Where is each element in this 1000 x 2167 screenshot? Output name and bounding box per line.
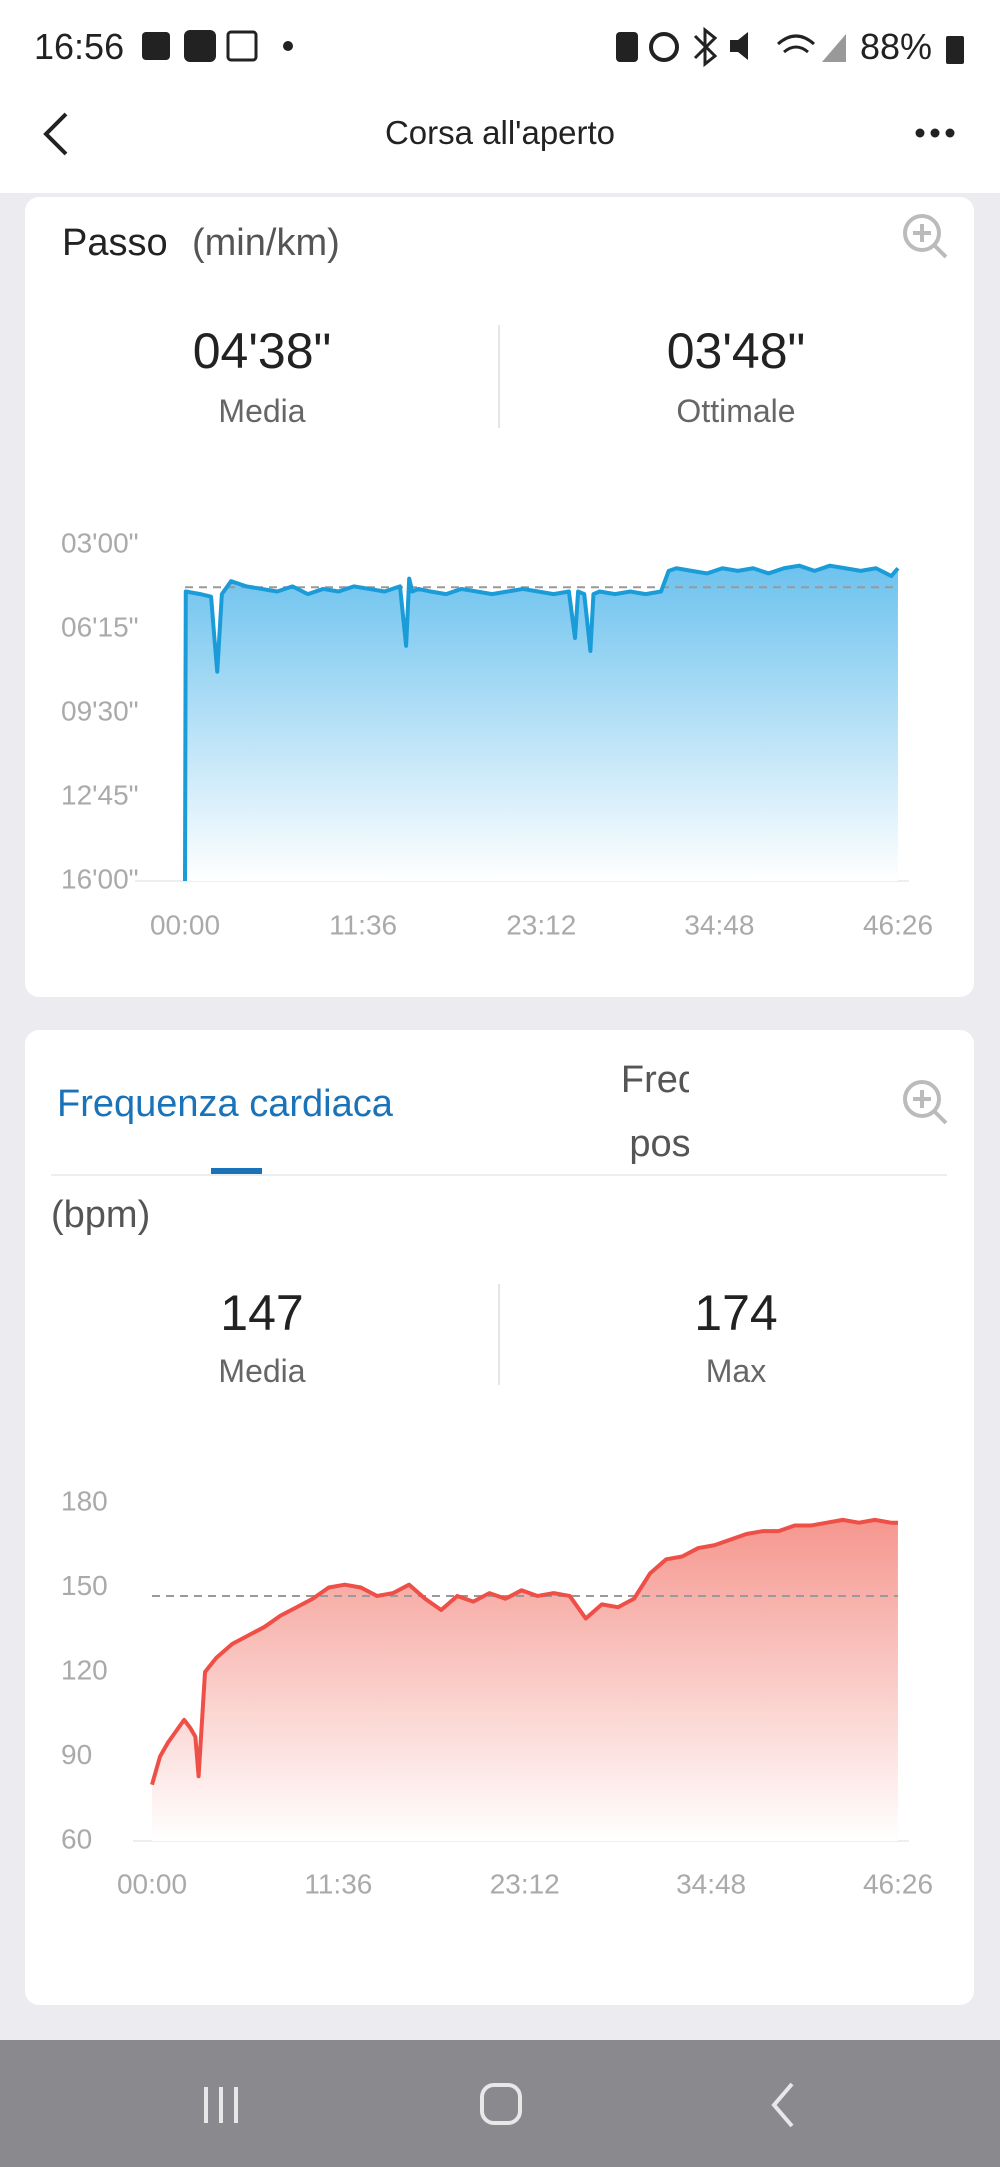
- tab-line: Freq: [620, 1059, 689, 1101]
- x-tick-label: 11:36: [329, 909, 397, 940]
- data-line: [183, 563, 900, 882]
- chart-title: Passo: [62, 222, 168, 264]
- x-tick-label: 00:00: [117, 1868, 187, 1899]
- y-tick-label: 12'45": [61, 779, 139, 810]
- stat-value: 147: [220, 1285, 304, 1341]
- data-line: [150, 1517, 898, 1786]
- zoom-icon[interactable]: [903, 214, 948, 259]
- y-tick-label: 120: [61, 1654, 108, 1685]
- x-tick-label: 34:48: [684, 909, 754, 940]
- nav-bar: [0, 2040, 1000, 2167]
- y-tick-label: 90: [61, 1739, 92, 1770]
- stat-value: 04'38": [192, 323, 332, 379]
- stat-label: Media: [218, 1353, 306, 1389]
- y-tick-label: 06'15": [61, 611, 139, 642]
- y-tick-label: 60: [61, 1823, 92, 1854]
- area-fill: [185, 565, 898, 881]
- x-tick-label: 46:26: [863, 1868, 933, 1899]
- tab-active[interactable]: Frequenza cardiaca: [57, 1083, 393, 1125]
- divider: [498, 325, 500, 428]
- stat-label: Ottimale: [676, 393, 796, 429]
- y-tick-label: 09'30": [61, 695, 139, 726]
- status-icons: [43, 26, 964, 156]
- nav-back[interactable]: [771, 2082, 794, 2128]
- status-time: 16:56: [34, 26, 125, 67]
- stat-value: 03'48": [666, 323, 806, 379]
- x-tick-label: 11:36: [304, 1868, 372, 1899]
- divider: [498, 1284, 500, 1385]
- unit: (min/km): [192, 222, 340, 264]
- area-fill: [152, 1519, 898, 1841]
- y-tick-label: 16'00": [61, 863, 139, 894]
- x-tick-label: 34:48: [676, 1868, 746, 1899]
- zoom-icon[interactable]: [903, 1080, 948, 1125]
- header-title: Corsa all'aperto: [384, 114, 616, 151]
- tab-line: pos: [629, 1123, 689, 1165]
- tab[interactable]: Freq pos: [600, 1048, 689, 1176]
- y-tick-label: 150: [61, 1570, 108, 1601]
- x-tick-label: 00:00: [150, 909, 220, 940]
- y-tick-label: 03'00": [61, 527, 139, 558]
- y-tick-label: 180: [61, 1485, 108, 1516]
- stat-value: 174: [694, 1285, 778, 1341]
- status-battery: 88%: [860, 26, 933, 67]
- tab-separator: [51, 1174, 947, 1176]
- x-tick-label: 23:12: [506, 909, 576, 940]
- stat-label: Max: [705, 1353, 767, 1389]
- nav-recent[interactable]: [204, 2087, 238, 2123]
- stat-label: Media: [218, 393, 306, 429]
- hr-card: [25, 1030, 974, 2005]
- tab-indicator: [211, 1168, 262, 1174]
- nav-home[interactable]: [480, 2083, 522, 2125]
- unit: (bpm): [51, 1194, 151, 1236]
- x-tick-label: 23:12: [490, 1868, 560, 1899]
- x-tick-label: 46:26: [863, 909, 933, 940]
